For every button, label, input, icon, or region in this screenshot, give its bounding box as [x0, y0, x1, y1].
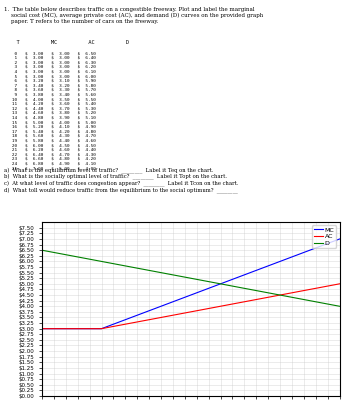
AC — [135, 320, 139, 324]
D — [242, 286, 246, 291]
D — [159, 270, 163, 275]
AC — [314, 286, 318, 291]
AC — [337, 282, 342, 286]
MC — [99, 326, 104, 331]
AC — [230, 302, 235, 307]
MC — [147, 308, 151, 313]
AC — [123, 322, 127, 326]
Text: 1.  The table below describes traffic on a congestible freeway. Plot and label t: 1. The table below describes traffic on … — [4, 6, 263, 23]
MC — [218, 282, 223, 286]
D — [40, 248, 44, 252]
AC — [64, 326, 68, 331]
D — [171, 272, 175, 277]
AC — [242, 299, 246, 304]
MC — [195, 290, 199, 295]
Line: MC: MC — [42, 239, 340, 329]
D — [254, 288, 258, 293]
MC — [278, 259, 282, 264]
MC — [206, 286, 211, 291]
AC — [52, 326, 56, 331]
Legend: MC, AC, D: MC, AC, D — [312, 225, 336, 248]
AC — [88, 326, 92, 331]
D — [218, 282, 223, 286]
D — [147, 268, 151, 273]
D — [302, 297, 306, 302]
MC — [302, 250, 306, 255]
MC — [254, 268, 258, 273]
AC — [99, 326, 104, 331]
MC — [76, 326, 80, 331]
D — [111, 261, 116, 266]
D — [206, 279, 211, 284]
MC — [242, 272, 246, 277]
MC — [111, 322, 116, 326]
AC — [278, 292, 282, 297]
D — [266, 290, 270, 295]
Text: 0   $  3.00   $  3.00   $  6.50
    1   $  3.00   $  3.00   $  6.40
    2   $  3: 0 $ 3.00 $ 3.00 $ 6.50 1 $ 3.00 $ 3.00 $… — [4, 51, 95, 170]
MC — [171, 299, 175, 304]
Line: AC: AC — [42, 284, 340, 329]
AC — [111, 324, 116, 329]
MC — [326, 241, 330, 246]
D — [88, 257, 92, 262]
AC — [183, 311, 187, 316]
MC — [337, 237, 342, 242]
D — [76, 255, 80, 259]
D — [314, 299, 318, 304]
Text: a)  What is the equilibrium level of traffic?  ________  Label it Teq on the cha: a) What is the equilibrium level of traf… — [4, 166, 238, 193]
D — [52, 250, 56, 255]
MC — [64, 326, 68, 331]
MC — [183, 295, 187, 300]
AC — [290, 290, 294, 295]
AC — [206, 306, 211, 311]
D — [278, 292, 282, 297]
AC — [40, 326, 44, 331]
MC — [40, 326, 44, 331]
D — [195, 277, 199, 282]
MC — [159, 304, 163, 309]
MC — [52, 326, 56, 331]
D — [290, 295, 294, 300]
AC — [326, 284, 330, 288]
AC — [76, 326, 80, 331]
MC — [230, 277, 235, 282]
AC — [302, 288, 306, 293]
D — [135, 266, 139, 271]
D — [123, 263, 127, 268]
AC — [254, 297, 258, 302]
AC — [266, 295, 270, 300]
AC — [147, 317, 151, 322]
D — [99, 259, 104, 264]
AC — [171, 313, 175, 318]
D — [64, 252, 68, 257]
D — [326, 302, 330, 307]
Line: D: D — [42, 250, 340, 306]
MC — [290, 255, 294, 259]
AC — [218, 304, 223, 309]
MC — [88, 326, 92, 331]
MC — [135, 313, 139, 318]
MC — [123, 317, 127, 322]
D — [337, 304, 342, 309]
AC — [159, 315, 163, 320]
D — [230, 284, 235, 288]
Text: T          MC          AC          D: T MC AC D — [4, 40, 128, 45]
D — [183, 275, 187, 280]
AC — [195, 308, 199, 313]
MC — [266, 263, 270, 268]
MC — [314, 246, 318, 250]
